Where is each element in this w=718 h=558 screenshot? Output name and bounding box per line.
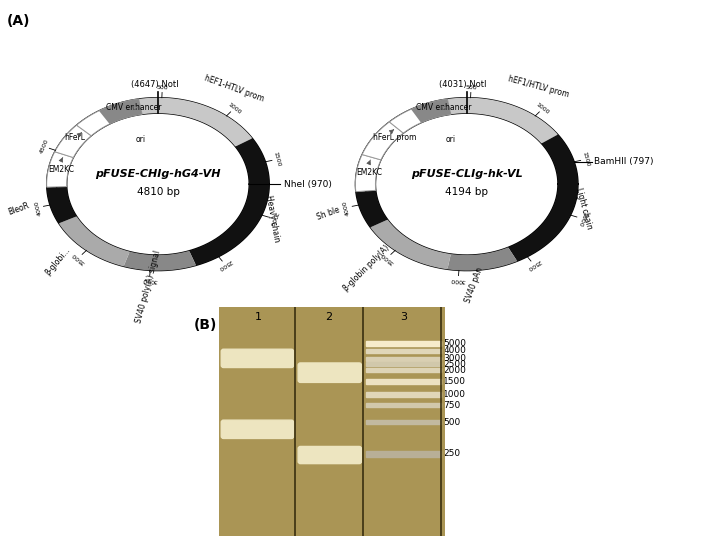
Text: (4031) NotI: (4031) NotI <box>439 80 487 89</box>
Polygon shape <box>189 138 269 266</box>
Bar <box>366 392 441 397</box>
Polygon shape <box>123 251 196 271</box>
Polygon shape <box>447 98 558 143</box>
Text: hFerL prom: hFerL prom <box>373 133 416 142</box>
Bar <box>366 403 441 407</box>
Text: 2: 2 <box>325 312 332 322</box>
Bar <box>366 349 441 353</box>
Bar <box>366 420 441 424</box>
Polygon shape <box>389 99 451 133</box>
Text: 4000: 4000 <box>443 346 466 355</box>
Polygon shape <box>139 98 252 147</box>
Text: SV40 poly(A) signal: SV40 poly(A) signal <box>134 249 162 324</box>
Text: BleoR: BleoR <box>6 201 31 217</box>
Text: Light chain: Light chain <box>574 187 594 230</box>
Bar <box>366 362 441 366</box>
Polygon shape <box>508 134 578 261</box>
Text: 3500: 3500 <box>380 251 395 264</box>
Text: β-globin poly(A): β-globin poly(A) <box>342 243 391 292</box>
Text: ori: ori <box>446 135 456 144</box>
Text: pFUSE-CLIg-hk-VL: pFUSE-CLIg-hk-VL <box>411 169 523 179</box>
Text: ori: ori <box>136 135 146 144</box>
Text: 1500: 1500 <box>273 151 281 167</box>
Text: (B): (B) <box>194 318 218 332</box>
Bar <box>366 341 441 346</box>
Polygon shape <box>362 122 404 160</box>
Polygon shape <box>370 220 451 270</box>
Text: 3: 3 <box>400 312 407 322</box>
Text: 2500: 2500 <box>443 359 466 369</box>
Text: 500: 500 <box>157 85 168 91</box>
Polygon shape <box>59 217 130 266</box>
Bar <box>366 451 441 457</box>
Bar <box>366 378 441 383</box>
Text: 750: 750 <box>443 401 461 410</box>
Polygon shape <box>411 99 451 123</box>
Text: 500: 500 <box>465 85 477 91</box>
Text: 1500: 1500 <box>582 151 590 167</box>
Text: 2000: 2000 <box>268 210 279 227</box>
FancyBboxPatch shape <box>221 349 294 368</box>
Text: Sh ble: Sh ble <box>316 206 341 222</box>
Text: 1000: 1000 <box>535 102 551 116</box>
Text: EM2KC: EM2KC <box>48 165 75 174</box>
Text: (4647) NotI: (4647) NotI <box>131 80 178 89</box>
Bar <box>366 357 441 360</box>
Text: 1000: 1000 <box>226 102 242 116</box>
Text: 3000: 3000 <box>450 277 466 283</box>
Polygon shape <box>47 186 77 223</box>
Text: 2000: 2000 <box>577 210 587 227</box>
Text: 3000: 3000 <box>141 277 157 283</box>
Text: 2500: 2500 <box>218 258 233 271</box>
Text: 1500: 1500 <box>443 377 467 386</box>
Text: hEF1/HTLV prom: hEF1/HTLV prom <box>508 75 570 99</box>
Text: β-globi...: β-globi... <box>43 246 72 277</box>
Text: 500: 500 <box>443 418 461 427</box>
Text: CMV enhancer: CMV enhancer <box>416 103 472 112</box>
Text: BamHII (797): BamHII (797) <box>595 157 654 166</box>
Text: 1000: 1000 <box>443 390 467 399</box>
Text: 2500: 2500 <box>526 258 542 271</box>
Text: 3000: 3000 <box>443 354 467 363</box>
Text: 4810 bp: 4810 bp <box>136 187 180 197</box>
FancyBboxPatch shape <box>221 420 294 439</box>
Text: EM2KC: EM2KC <box>357 167 383 176</box>
Polygon shape <box>356 190 388 228</box>
Text: Heavy chain: Heavy chain <box>264 195 281 243</box>
Bar <box>366 368 441 372</box>
Polygon shape <box>47 152 73 187</box>
FancyBboxPatch shape <box>298 446 361 464</box>
Text: 3500: 3500 <box>71 251 86 264</box>
Text: 1: 1 <box>255 312 262 322</box>
Text: pFUSE-CHIg-hG4-VH: pFUSE-CHIg-hG4-VH <box>95 169 220 179</box>
Text: SV40 pAn: SV40 pAn <box>464 266 485 304</box>
Text: (A): (A) <box>7 14 31 28</box>
Text: 4000: 4000 <box>342 199 351 215</box>
Polygon shape <box>99 99 142 124</box>
Polygon shape <box>55 125 91 157</box>
Text: 4500: 4500 <box>39 138 50 155</box>
Polygon shape <box>447 247 517 271</box>
Text: 4194 bp: 4194 bp <box>445 187 488 197</box>
Polygon shape <box>355 155 381 192</box>
Text: 5000: 5000 <box>443 339 467 348</box>
Polygon shape <box>77 99 142 136</box>
Text: hEF1-HTLV prom: hEF1-HTLV prom <box>203 73 265 103</box>
Text: 4000: 4000 <box>34 199 42 215</box>
Text: NheI (970): NheI (970) <box>284 180 332 189</box>
Text: CMV enhancer: CMV enhancer <box>106 103 162 112</box>
Text: 250: 250 <box>443 449 460 458</box>
FancyBboxPatch shape <box>298 363 361 382</box>
Text: hFerL: hFerL <box>65 133 85 142</box>
Text: 2000: 2000 <box>443 365 466 374</box>
